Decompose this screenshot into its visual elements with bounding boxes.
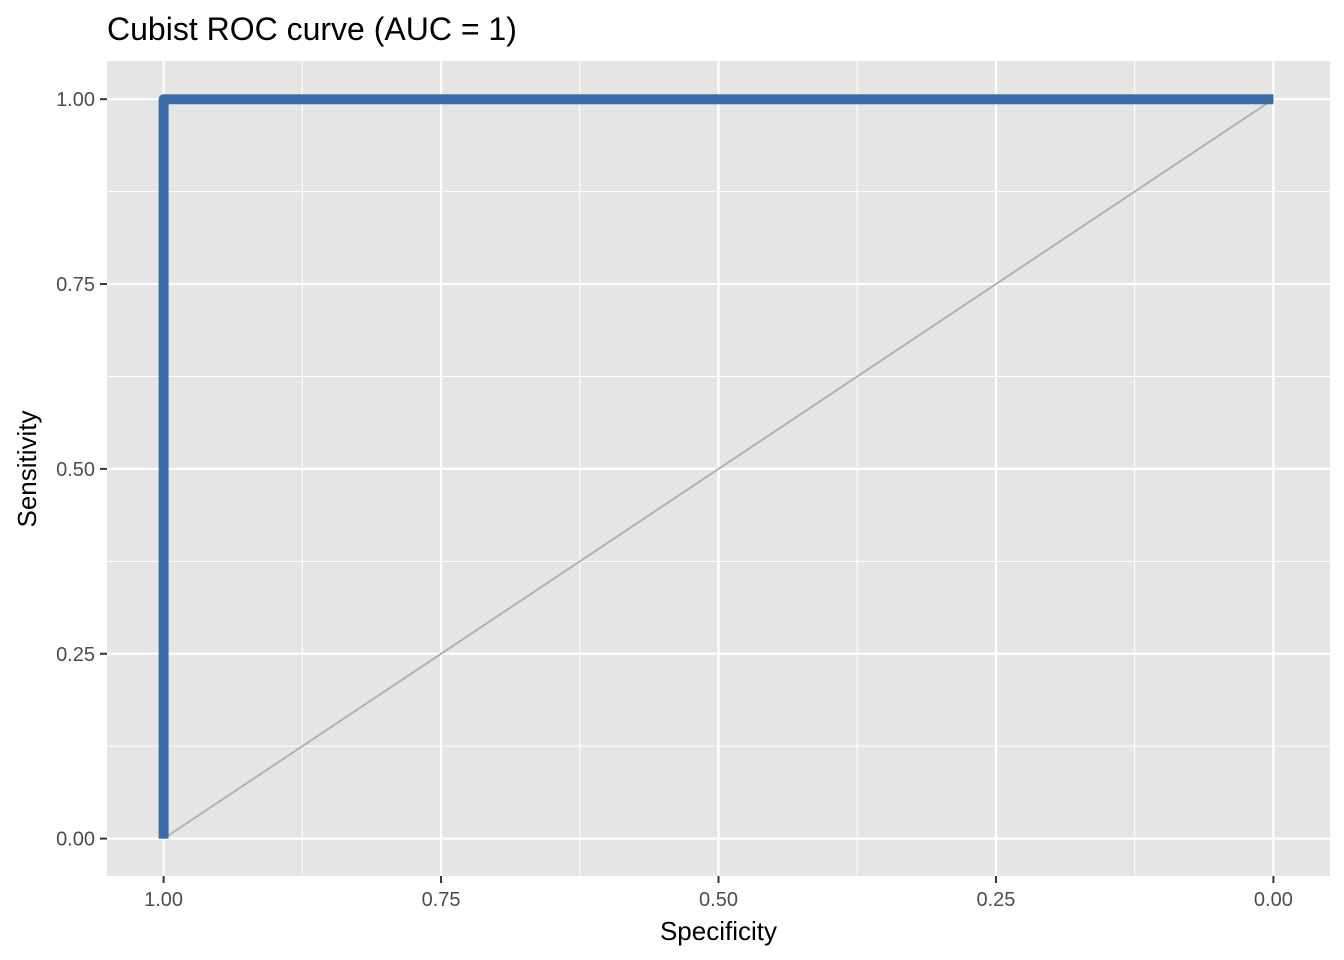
chart-title: Cubist ROC curve (AUC = 1) <box>107 11 517 47</box>
x-tick-label: 0.00 <box>1254 889 1293 911</box>
y-tick-label: 1.00 <box>56 89 95 111</box>
x-tick-label: 0.50 <box>699 889 738 911</box>
x-tick-label: 1.00 <box>144 889 183 911</box>
x-tick-label: 0.25 <box>976 889 1015 911</box>
series-layer <box>158 94 1274 840</box>
x-axis-title: Specificity <box>660 916 777 946</box>
roc-curve-line <box>158 94 1274 839</box>
y-axis: 0.00 0.25 0.50 0.75 1.00 <box>56 89 107 851</box>
y-tick-label: 0.25 <box>56 644 95 666</box>
y-tick-label: 0.75 <box>56 274 95 296</box>
x-tick-label: 0.75 <box>422 889 461 911</box>
reference-diagonal-line <box>163 98 1274 840</box>
y-tick-label: 0.50 <box>56 459 95 481</box>
x-axis: 1.00 0.75 0.50 0.25 0.00 <box>144 876 1293 911</box>
y-axis-title: Sensitivity <box>12 410 42 527</box>
y-tick-label: 0.00 <box>56 829 95 851</box>
